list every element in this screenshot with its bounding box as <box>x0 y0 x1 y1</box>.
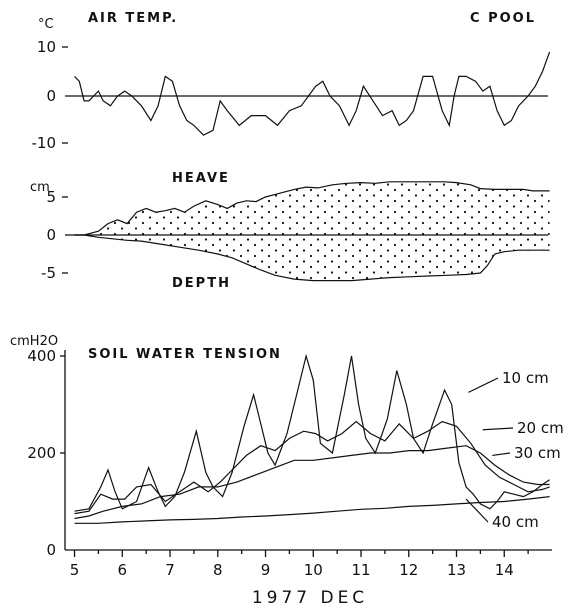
air-temp-unit: °C <box>38 17 54 32</box>
heave-ytick-neg5: -5 <box>41 264 56 282</box>
tension-ytick-400: 400 <box>27 347 56 365</box>
heave-ytick-0: 0 <box>46 226 56 244</box>
tension-ytick-200: 200 <box>27 444 56 462</box>
depth-line <box>74 234 550 282</box>
tension-series-3 <box>74 496 550 524</box>
tension-panel: cmH2O SOIL WATER TENSION 400 200 0 5 6 7 8 9… <box>10 334 564 608</box>
heave-panel: cm 5 0 -5 HEAVE DEPTH <box>30 171 550 291</box>
tension-xtick-label-5: 10 <box>304 561 323 579</box>
frost-area-fill <box>74 181 550 281</box>
air-temp-title: AIR TEMP. <box>88 11 178 26</box>
tension-series-label-1: 20 cm <box>517 419 564 437</box>
tension-xtick-label-0: 5 <box>70 561 80 579</box>
tension-series-label-0: 10 cm <box>502 369 549 387</box>
figure-label: C POOL <box>470 11 536 26</box>
tension-series-1 <box>74 420 550 515</box>
tension-unit: cmH2O <box>10 334 58 349</box>
heave-unit: cm <box>30 180 50 195</box>
tension-xtick-label-1: 6 <box>118 561 128 579</box>
tension-xtick-label-6: 11 <box>351 561 370 579</box>
tension-ytick-0: 0 <box>46 541 56 559</box>
tension-xtick-label-2: 7 <box>165 561 175 579</box>
tension-xtick-label-4: 9 <box>261 561 271 579</box>
tension-xtick-label-8: 13 <box>447 561 466 579</box>
tension-labels: 10 cm 20 cm 30 cm 40 cm <box>465 369 564 531</box>
tension-leader-1 <box>482 427 514 431</box>
tension-xtick-label-9: 14 <box>495 561 514 579</box>
tension-series-2 <box>74 445 550 520</box>
tension-xtick-label-7: 12 <box>399 561 418 579</box>
tension-xtick-label-3: 8 <box>213 561 223 579</box>
tension-x-ticks: 5 6 7 8 9 10 11 12 13 14 <box>70 550 529 579</box>
air-temp-panel: AIR TEMP. C POOL °C 10 0 -10 <box>32 11 551 152</box>
tension-series-0 <box>74 353 550 512</box>
heave-line <box>74 181 550 236</box>
tension-leader-0 <box>468 377 499 393</box>
air-temp-line <box>74 51 551 136</box>
depth-annotation: DEPTH <box>172 276 231 291</box>
tension-leader-2 <box>492 452 511 457</box>
tension-lines <box>74 353 550 524</box>
tension-leader-3 <box>465 498 489 523</box>
tension-title: SOIL WATER TENSION <box>88 347 282 362</box>
heave-ytick-5: 5 <box>46 188 56 206</box>
air-temp-ytick-10: 10 <box>37 38 56 56</box>
tension-series-label-2: 30 cm <box>514 444 561 462</box>
air-temp-ytick-0: 0 <box>46 87 56 105</box>
tension-series-label-3: 40 cm <box>492 513 539 531</box>
tension-xlabel: 1977 DEC <box>252 588 368 608</box>
heave-annotation: HEAVE <box>172 171 230 186</box>
air-temp-ytick-neg10: -10 <box>32 134 57 152</box>
